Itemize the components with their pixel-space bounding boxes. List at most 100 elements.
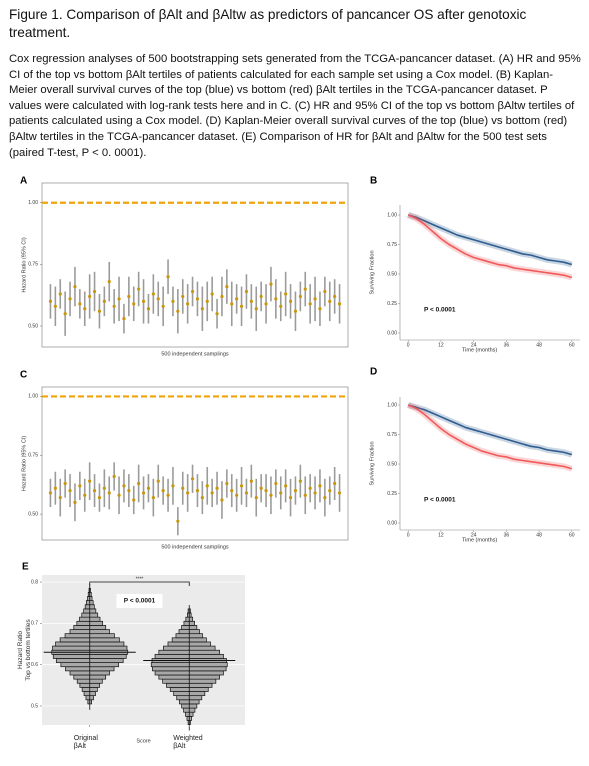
point: [92, 488, 97, 493]
point: [107, 280, 111, 284]
point: [298, 479, 302, 483]
point: [293, 309, 298, 313]
point: [264, 302, 268, 306]
y-tick-label: 0.6: [31, 662, 38, 668]
x-axis-label: 500 independent samplings: [161, 544, 229, 550]
point: [254, 496, 258, 500]
point: [48, 491, 53, 495]
point: [195, 297, 200, 301]
y-tick-label: 0.50: [28, 511, 38, 517]
point: [239, 304, 244, 308]
point: [68, 297, 72, 301]
point: [205, 484, 209, 488]
point: [171, 484, 175, 488]
y-axis-label: Hazard RatioTop vs bottom tertiles: [17, 619, 32, 681]
point: [288, 299, 293, 303]
panel-label: E: [22, 562, 29, 573]
point: [244, 289, 249, 294]
point: [328, 488, 332, 493]
survival-curve: [407, 214, 573, 279]
y-tick-label: 0.75: [28, 262, 38, 268]
x-tick-label: 36: [504, 532, 510, 538]
y-tick-label: 0.00: [387, 520, 397, 526]
point: [274, 297, 278, 301]
point: [190, 289, 195, 294]
plot-frame: [41, 386, 349, 541]
x-axis-label: Time (months): [462, 347, 497, 353]
y-axis-label: Surviving Fraction: [369, 250, 375, 294]
survival-curve: [407, 404, 573, 456]
x-tick-label: 48: [536, 342, 542, 348]
p-value: P < 0.0001: [424, 497, 456, 504]
point: [308, 486, 312, 490]
y-tick-label: 0.7: [31, 621, 38, 627]
panel-label: A: [20, 176, 27, 187]
point: [58, 496, 62, 500]
point: [141, 299, 146, 303]
point: [181, 486, 185, 490]
point: [279, 491, 283, 495]
point: [298, 294, 302, 299]
point: [78, 302, 82, 306]
point: [78, 484, 82, 488]
y-tick-label: 0.75: [387, 432, 397, 438]
point: [141, 491, 146, 495]
point: [279, 304, 283, 308]
point: [308, 302, 312, 306]
x-tick-label: Original βAlt: [73, 735, 98, 750]
y-tick-label: 0.25: [387, 491, 397, 497]
point: [88, 479, 92, 483]
x-tick-label: 24: [471, 532, 477, 538]
point: [132, 498, 136, 502]
point: [200, 496, 204, 500]
x-tick-label: 12: [438, 532, 444, 538]
point: [48, 299, 53, 303]
point: [88, 294, 92, 299]
point: [313, 491, 317, 495]
y-tick-label: 1.00: [28, 200, 38, 206]
point: [323, 289, 327, 294]
point: [127, 488, 131, 493]
y-tick-label: 0.75: [387, 242, 397, 248]
x-tick-label: 24: [471, 342, 477, 348]
point: [284, 484, 288, 488]
confidence-band: [407, 212, 573, 268]
point: [313, 297, 317, 301]
x-axis-label: Time (months): [462, 537, 497, 543]
y-tick-label: 0.75: [28, 453, 38, 459]
survival-curve: [407, 214, 573, 266]
point: [186, 302, 190, 306]
point: [303, 287, 307, 291]
point: [323, 496, 327, 500]
point: [156, 297, 160, 301]
point: [293, 488, 298, 493]
point: [318, 307, 322, 311]
x-tick-label: 60: [569, 532, 575, 538]
point: [230, 302, 234, 306]
point: [53, 486, 57, 490]
point: [161, 488, 165, 493]
point: [288, 496, 293, 500]
point: [205, 299, 209, 303]
point: [151, 496, 155, 500]
point: [97, 496, 102, 500]
point: [146, 307, 151, 311]
point: [200, 307, 204, 311]
point: [274, 481, 278, 486]
point: [259, 294, 263, 299]
point: [161, 304, 165, 308]
x-axis-label: 500 independent samplings: [161, 351, 229, 357]
point: [215, 486, 219, 490]
point: [166, 493, 170, 497]
p-value: P < 0.0001: [124, 598, 156, 605]
point: [132, 302, 136, 306]
y-tick-label: 1.00: [28, 394, 38, 400]
x-tick-label: 36: [504, 342, 510, 348]
point: [337, 302, 342, 306]
point: [117, 297, 121, 301]
point: [122, 317, 126, 321]
y-tick-label: 0.5: [31, 703, 38, 709]
point: [190, 477, 195, 481]
